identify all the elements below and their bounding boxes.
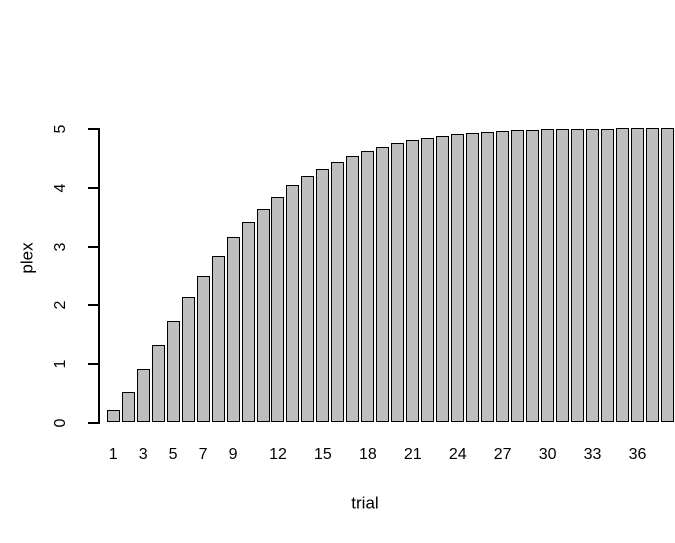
bar-trial-26 [481, 132, 495, 422]
y-axis-tick-0 [88, 422, 98, 424]
bar-trial-9 [226, 237, 240, 422]
bar-trial-15 [316, 169, 330, 422]
y-axis-title: plex [17, 242, 37, 274]
y-axis-line [98, 128, 100, 424]
y-tick-label-2: 2 [52, 300, 69, 310]
x-axis-title: trial [351, 493, 379, 513]
y-axis-tick-1 [88, 363, 98, 366]
bar-trial-12 [271, 197, 285, 422]
bar-trial-3 [136, 369, 150, 422]
x-tick-label-18: 18 [358, 446, 377, 463]
bar-trial-2 [121, 392, 135, 422]
bar-trial-18 [361, 151, 375, 422]
bar-trial-6 [181, 297, 195, 422]
x-tick-label-5: 5 [168, 446, 178, 463]
y-tick-label-5: 5 [52, 124, 69, 134]
bar-trial-17 [346, 156, 360, 422]
bar-trial-25 [466, 133, 480, 422]
bar-trial-21 [406, 140, 420, 422]
bar-trial-38 [660, 128, 674, 422]
bar-trial-11 [256, 209, 270, 422]
x-tick-label-7: 7 [198, 446, 208, 463]
bar-trial-19 [376, 147, 390, 422]
y-tick-label-4: 4 [52, 183, 69, 193]
bar-trial-1 [106, 410, 120, 422]
x-tick-label-27: 27 [493, 446, 512, 463]
bar-trial-28 [511, 130, 525, 422]
y-tick-label-3: 3 [52, 242, 69, 252]
x-tick-label-3: 3 [138, 446, 148, 463]
bar-trial-31 [556, 129, 570, 422]
bar-trial-23 [436, 136, 450, 422]
x-tick-label-24: 24 [448, 446, 467, 463]
bar-trial-8 [211, 256, 225, 422]
y-axis-tick-4 [88, 186, 98, 189]
bar-trial-14 [301, 176, 315, 422]
bar-trial-37 [645, 128, 659, 422]
x-tick-label-33: 33 [583, 446, 602, 463]
bar-trial-34 [601, 129, 615, 422]
x-tick-label-30: 30 [538, 446, 557, 463]
bar-trial-7 [196, 276, 210, 422]
bar-trial-10 [241, 222, 255, 422]
y-axis-tick-5 [88, 128, 98, 130]
x-tick-label-36: 36 [628, 446, 647, 463]
x-tick-label-12: 12 [269, 446, 287, 463]
y-axis-tick-2 [88, 304, 98, 307]
bar-trial-36 [631, 128, 644, 422]
x-tick-label-9: 9 [228, 446, 238, 463]
bar-trial-35 [616, 128, 630, 422]
bar-trial-24 [451, 134, 465, 422]
x-tick-label-1: 1 [108, 446, 118, 463]
bar-trial-29 [526, 130, 540, 422]
x-tick-label-21: 21 [403, 446, 422, 463]
y-tick-label-1: 1 [52, 359, 69, 369]
bar-trial-20 [391, 143, 405, 422]
bar-trial-22 [421, 138, 435, 422]
y-axis-tick-3 [88, 245, 98, 248]
bar-trial-33 [586, 129, 600, 422]
bar-trial-13 [286, 185, 300, 422]
bar-trial-27 [496, 131, 510, 422]
x-tick-label-15: 15 [314, 446, 332, 463]
bar-trial-4 [151, 345, 165, 422]
y-tick-label-0: 0 [52, 418, 69, 428]
bar-trial-30 [541, 129, 555, 422]
bar-trial-32 [571, 129, 585, 422]
bar-trial-16 [331, 162, 345, 422]
bar-trial-5 [166, 321, 180, 422]
